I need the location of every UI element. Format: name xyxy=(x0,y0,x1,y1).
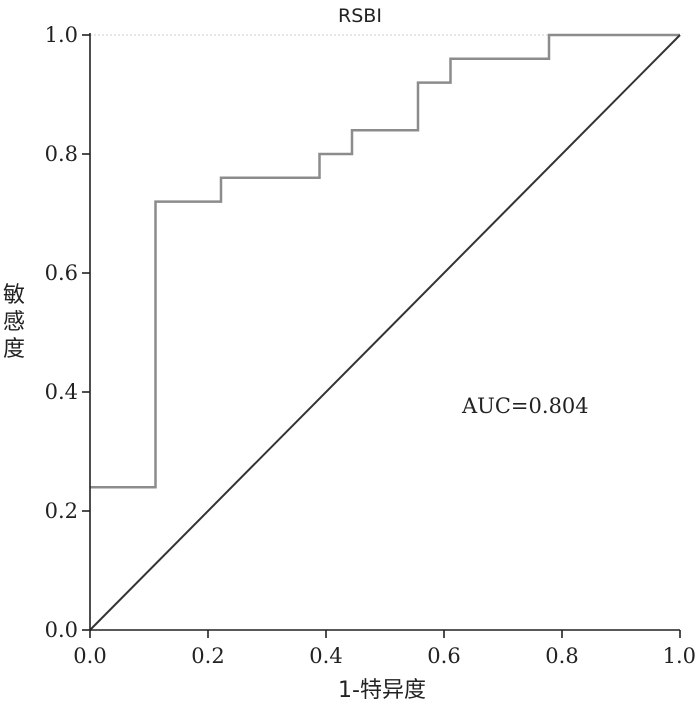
y-tick-label: 0.2 xyxy=(45,499,78,523)
x-tick-label: 0.0 xyxy=(73,644,106,668)
x-tick-label: 0.8 xyxy=(545,644,578,668)
plot-area xyxy=(89,33,681,631)
y-tick-label: 0.8 xyxy=(45,142,78,166)
x-tick-label: 0.4 xyxy=(309,644,342,668)
x-tick-label: 1.0 xyxy=(663,644,696,668)
y-axis-title-text: 敏感度 xyxy=(3,283,25,362)
x-axis-title: 1-特异度 xyxy=(338,678,426,703)
x-tick-label: 0.2 xyxy=(191,644,224,668)
x-tick-label: 0.6 xyxy=(427,644,460,668)
y-tick-label: 1.0 xyxy=(45,23,78,47)
y-axis-title: 敏感度 xyxy=(3,283,25,362)
reference-diagonal-line xyxy=(89,34,681,631)
roc-curve-line xyxy=(90,33,680,489)
chart-title: RSBI xyxy=(338,5,382,27)
axis-ticks: 0.0 0.2 0.4 0.6 0.8 1.0 0.0 0.2 0.4 0.6 0.8 1.0 xyxy=(45,23,696,668)
y-tick-label: 0.6 xyxy=(45,261,78,285)
y-tick-label: 0.0 xyxy=(45,618,78,642)
y-tick-label: 0.4 xyxy=(45,380,78,404)
auc-annotation: AUC=0.804 xyxy=(461,394,589,418)
